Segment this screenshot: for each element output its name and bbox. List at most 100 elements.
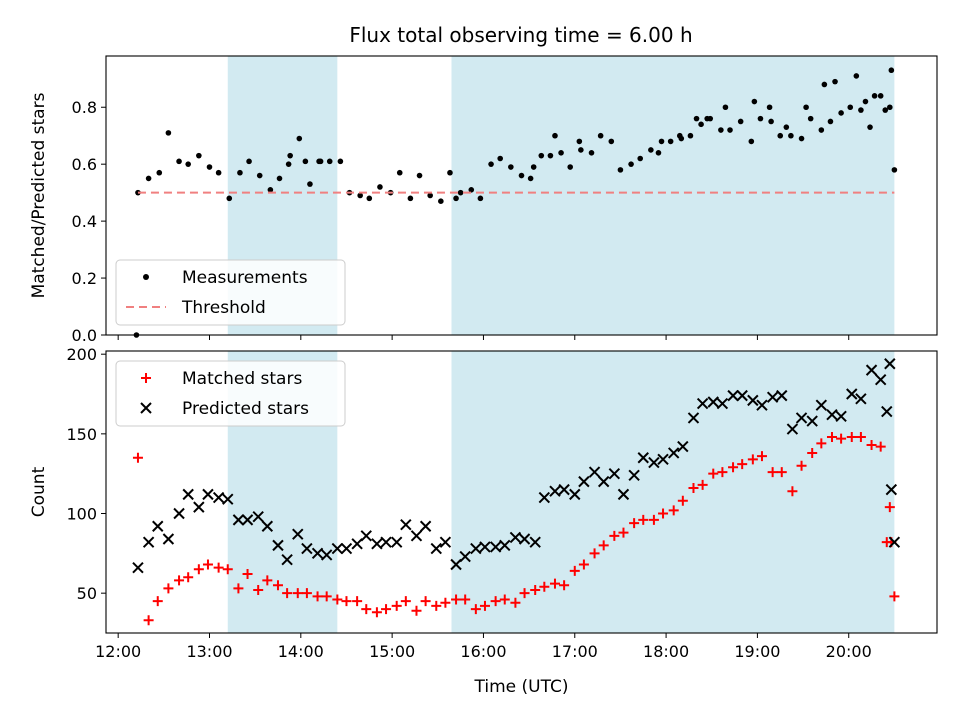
measurement-point — [156, 169, 163, 176]
matched-star-point — [391, 600, 402, 611]
measurement-point — [667, 138, 674, 145]
matched-star-point — [152, 596, 163, 607]
matched-star-point — [400, 596, 411, 607]
measurement-point — [185, 161, 191, 167]
measurement-point — [206, 164, 213, 170]
measurement-point — [798, 135, 805, 142]
matched-star-point — [371, 607, 382, 618]
predicted-star-point — [470, 542, 482, 555]
predicted-star-point — [578, 475, 590, 488]
predicted-star-point — [648, 456, 660, 469]
measurement-point — [862, 98, 869, 105]
matched-star-point — [242, 569, 253, 580]
measurement-point — [887, 104, 893, 111]
legend-matched-swatch — [141, 373, 151, 383]
matched-star-point — [875, 441, 886, 452]
y-tick-label: 0.0 — [72, 326, 97, 345]
matched-star-point — [737, 459, 748, 470]
measurement-point — [877, 93, 884, 99]
predicted-star-point — [815, 399, 828, 411]
predicted-star-point — [747, 394, 759, 407]
predicted-star-point — [549, 485, 561, 497]
measurement-point — [527, 175, 534, 182]
matched-star-point — [262, 575, 273, 586]
matched-star-point — [451, 594, 462, 605]
predicted-star-point — [152, 520, 164, 532]
matched-star-point — [578, 559, 589, 570]
matched-star-point — [332, 594, 343, 605]
predicted-star-point — [736, 389, 748, 402]
measurement-point — [302, 158, 309, 165]
predicted-star-point — [193, 501, 205, 513]
y-tick-label: 0.6 — [72, 155, 97, 174]
matched-star-point — [183, 572, 194, 583]
measurement-point — [477, 195, 484, 202]
matched-star-point — [431, 600, 442, 611]
measurement-point — [676, 132, 683, 139]
matched-star-point — [202, 559, 213, 570]
x-tick-label: 16:00 — [460, 642, 506, 661]
predicted-star-point — [795, 412, 808, 424]
top-panel: 0.0 0.2 0.4 0.6 0.8 Matched/Predicted stars Me… — [29, 55, 938, 345]
measurement-point — [597, 132, 604, 139]
matched-star-point — [796, 460, 807, 471]
measurement-point — [558, 149, 564, 156]
measurement-point — [337, 158, 344, 165]
x-axis-label: Time (UTC) — [474, 677, 569, 697]
measurement-point — [827, 118, 834, 125]
matched-star-point — [460, 594, 471, 605]
predicted-star-point — [281, 554, 293, 566]
matched-star-point — [420, 596, 431, 607]
matched-star-point — [519, 588, 530, 599]
predicted-star-point — [617, 488, 630, 501]
measurement-point — [407, 195, 414, 202]
measurement-point — [165, 130, 172, 136]
measurement-point — [267, 187, 274, 193]
observing-band — [451, 351, 895, 633]
matched-star-point — [549, 578, 560, 589]
y-axis-label: Matched/Predicted stars — [29, 92, 49, 298]
y-tick-label: 0.4 — [72, 212, 97, 231]
predicted-star-point — [360, 530, 372, 542]
predicted-star-point — [835, 410, 847, 423]
measurement-point — [751, 98, 758, 105]
measurement-point — [727, 127, 733, 133]
matched-star-point — [836, 433, 847, 444]
matched-star-point — [658, 508, 669, 519]
predicted-star-point — [489, 541, 502, 553]
measurement-point — [617, 167, 624, 173]
predicted-star-point — [687, 412, 700, 424]
measurement-point — [576, 138, 583, 145]
matched-star-point — [174, 575, 185, 586]
predicted-star-point — [439, 536, 452, 548]
predicted-star-point — [232, 514, 245, 526]
predicted-star-point — [696, 397, 709, 410]
matched-star-point — [767, 467, 778, 478]
measurement-point — [518, 172, 525, 179]
matched-star-point — [440, 597, 451, 608]
measurement-point — [821, 81, 828, 88]
measurement-point — [296, 135, 303, 142]
measurement-point — [226, 195, 233, 202]
matched-star-point — [312, 591, 323, 602]
matched-star-point — [193, 564, 204, 575]
predicted-star-point — [628, 469, 640, 481]
legend-box — [115, 259, 346, 326]
matched-star-point — [889, 591, 900, 602]
x-tick-label: 15:00 — [369, 642, 415, 661]
predicted-star-point — [786, 423, 799, 435]
matched-star-point — [855, 432, 866, 443]
matched-star-point — [510, 597, 521, 608]
predicted-star-point — [222, 493, 234, 505]
matched-star-point — [490, 596, 501, 607]
matched-star-point — [728, 462, 739, 473]
predicted-star-point — [380, 536, 392, 548]
predicted-star-point — [707, 396, 719, 408]
measurement-point — [317, 158, 324, 165]
y-axis-label: Count — [29, 466, 49, 517]
measurement-point — [704, 115, 710, 122]
matched-star-point — [668, 505, 679, 516]
predicted-star-point — [351, 538, 363, 550]
predicted-star-point — [756, 399, 768, 411]
matched-star-point — [381, 604, 392, 615]
